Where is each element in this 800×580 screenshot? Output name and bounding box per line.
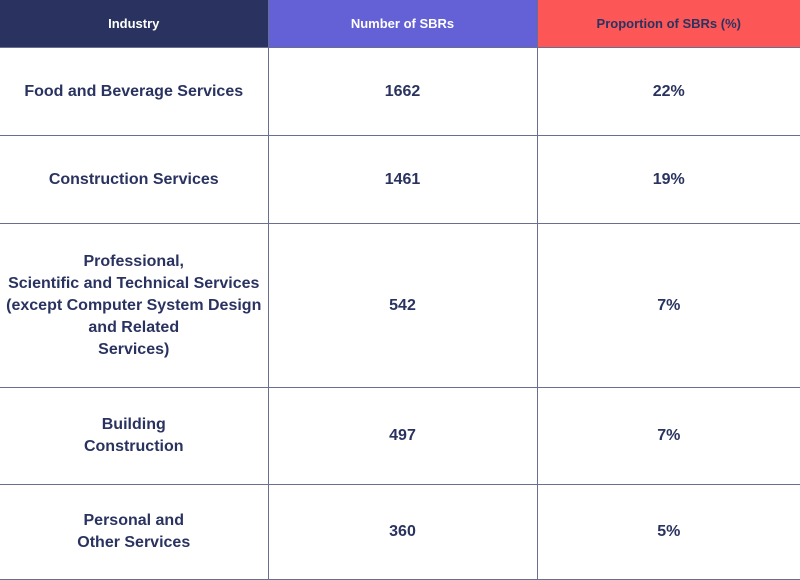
count-cell: 497 xyxy=(268,387,538,485)
table-row: Food and Beverage Services 1662 22% xyxy=(0,47,800,136)
count-cell: 1461 xyxy=(268,135,538,224)
count-cell: 542 xyxy=(268,223,538,388)
proportion-cell: 5% xyxy=(537,484,800,580)
proportion-cell: 7% xyxy=(537,387,800,485)
table-row: Personal and Other Services 360 5% xyxy=(0,484,800,580)
header-proportion: Proportion of SBRs (%) xyxy=(537,0,800,48)
proportion-cell: 7% xyxy=(537,223,800,388)
header-number-of-sbrs: Number of SBRs xyxy=(268,0,538,48)
industry-cell: Construction Services xyxy=(0,135,269,224)
count-cell: 360 xyxy=(268,484,538,580)
table-row: Professional, Scientific and Technical S… xyxy=(0,223,800,388)
header-industry: Industry xyxy=(0,0,269,48)
header-row: Industry Number of SBRs Proportion of SB… xyxy=(0,0,800,48)
table-row: Construction Services 1461 19% xyxy=(0,135,800,224)
industry-cell: Food and Beverage Services xyxy=(0,47,269,136)
industry-cell: Professional, Scientific and Technical S… xyxy=(0,223,269,388)
industry-cell: Personal and Other Services xyxy=(0,484,269,580)
proportion-cell: 19% xyxy=(537,135,800,224)
table-row: Building Construction 497 7% xyxy=(0,387,800,485)
industry-cell: Building Construction xyxy=(0,387,269,485)
proportion-cell: 22% xyxy=(537,47,800,136)
count-cell: 1662 xyxy=(268,47,538,136)
